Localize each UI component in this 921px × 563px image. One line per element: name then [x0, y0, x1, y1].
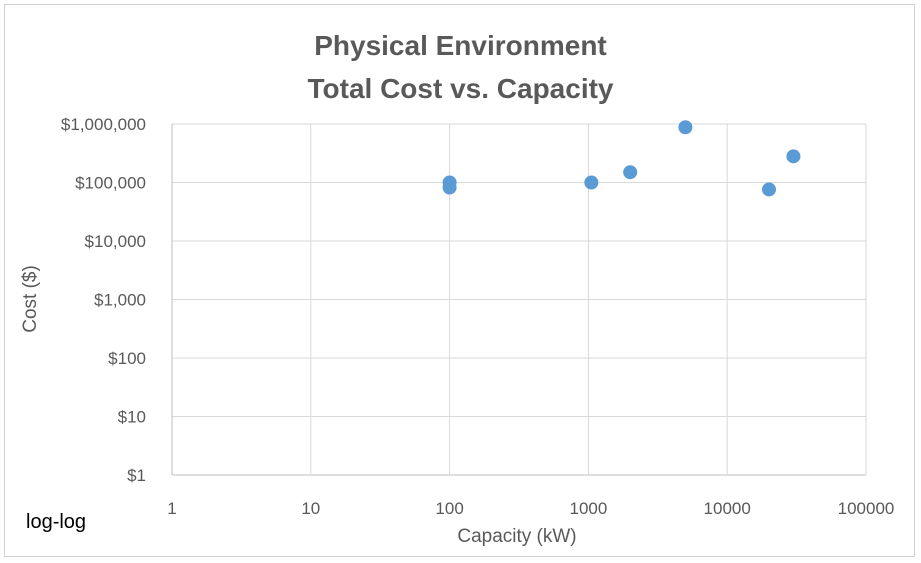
- chart-title-line-1: Physical Environment: [314, 30, 607, 61]
- data-point: [584, 175, 599, 190]
- y-tick-label: $10: [118, 408, 146, 427]
- y-tick-label: $1,000: [94, 291, 146, 310]
- x-tick-label: 10000: [704, 499, 751, 518]
- chart-frame: [4, 4, 915, 557]
- data-points: [442, 120, 801, 197]
- data-point: [442, 180, 457, 195]
- y-tick-label: $10,000: [85, 232, 146, 251]
- x-tick-label: 1000: [569, 499, 607, 518]
- y-tick-label: $1: [127, 466, 146, 485]
- x-axis-label: Capacity (kW): [457, 526, 576, 547]
- x-tick-label: 10: [301, 499, 320, 518]
- data-point: [761, 182, 776, 197]
- y-tick-label: $100,000: [75, 174, 146, 193]
- x-tick-label: 100000: [838, 499, 895, 518]
- y-axis-label: Cost ($): [20, 265, 41, 333]
- gridlines: [171, 123, 867, 476]
- x-tick-label: 100: [435, 499, 463, 518]
- y-tick-labels: $1 $10 $100 $1,000 $10,000 $100,000 $1,000,000: [61, 115, 146, 485]
- x-tick-labels: 1 10 100 1000 10000 100000: [167, 499, 894, 518]
- data-point: [678, 120, 693, 135]
- scale-note: log-log: [26, 511, 87, 533]
- data-point: [786, 149, 801, 164]
- y-tick-label: $100: [108, 349, 146, 368]
- x-tick-label: 1: [167, 499, 176, 518]
- data-point: [623, 165, 638, 180]
- chart-title-line-2: Total Cost vs. Capacity: [307, 73, 614, 104]
- y-tick-label: $1,000,000: [61, 115, 146, 134]
